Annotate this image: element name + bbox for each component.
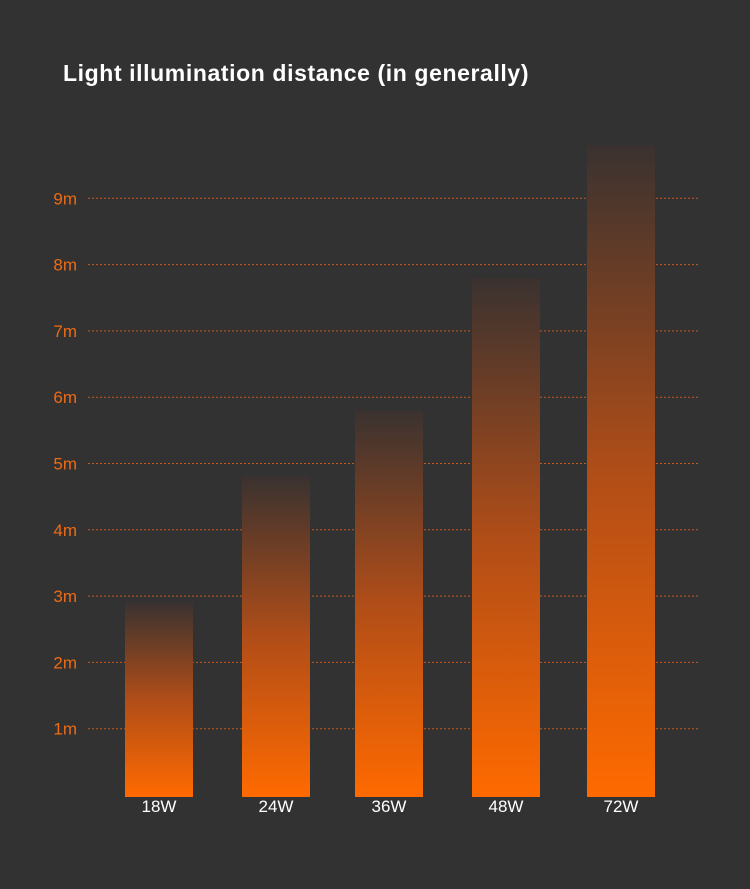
bars [125,145,655,797]
bar [472,277,540,797]
y-tick-label: 1m [53,720,77,739]
y-tick-label: 8m [53,256,77,275]
x-axis-labels: 18W 24W 36W 48W 72W [142,797,639,816]
x-category-label: 48W [489,797,524,816]
x-category-label: 72W [604,797,639,816]
x-category-label: 18W [142,797,177,816]
x-category-label: 24W [259,797,294,816]
bar [242,476,310,797]
y-tick-label: 4m [53,521,77,540]
y-tick-label: 5m [53,455,77,474]
bar [587,145,655,797]
chart-title: Light illumination distance (in generall… [63,60,530,86]
y-tick-label: 9m [53,189,77,208]
y-axis-ticks: 1m 2m 3m 4m 5m 6m 7m 8m 9m [53,189,77,738]
y-tick-label: 3m [53,587,77,606]
x-category-label: 36W [372,797,407,816]
y-tick-label: 7m [53,322,77,341]
y-tick-label: 6m [53,388,77,407]
y-tick-label: 2m [53,653,77,672]
bar [355,410,423,797]
bar [125,602,193,797]
